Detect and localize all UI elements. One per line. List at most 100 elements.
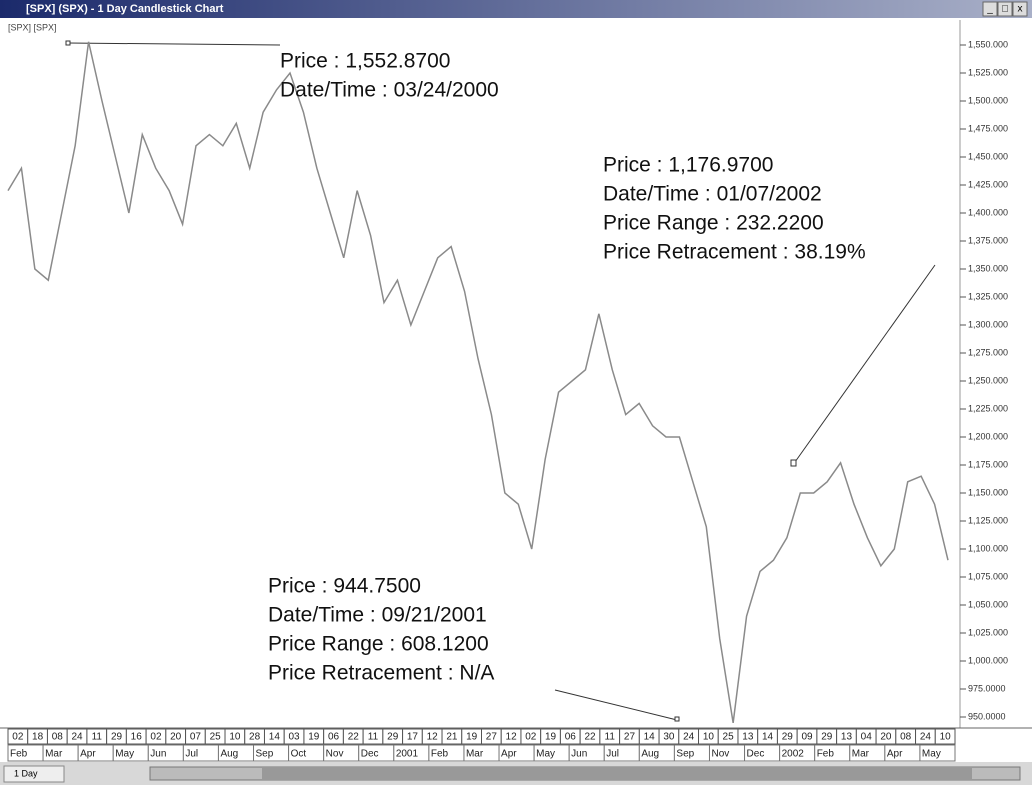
day-label: 02 xyxy=(12,732,24,743)
annotation-leaders xyxy=(65,40,936,722)
y-tick-label: 1,300.000 xyxy=(968,319,1008,329)
anchor xyxy=(65,40,71,46)
day-cell xyxy=(934,728,956,745)
y-tick-label: 1,400.000 xyxy=(968,207,1008,217)
month-label: Apr xyxy=(501,749,517,760)
day-label: 29 xyxy=(782,732,794,743)
month-label: Mar xyxy=(852,749,870,760)
title-bar xyxy=(0,0,1032,18)
y-tick-label: 1,200.000 xyxy=(968,431,1008,441)
day-label: 11 xyxy=(92,732,103,743)
month-label: Dec xyxy=(361,749,379,760)
window-title: [SPX] (SPX) - 1 Day Candlestick Chart xyxy=(26,3,224,15)
y-tick-label: 1,075.000 xyxy=(968,571,1008,581)
annotation-text: Date/Time : 09/21/2001 xyxy=(268,604,487,627)
month-label: 2001 xyxy=(396,749,419,760)
annotation-text: Price Range : 608.1200 xyxy=(268,633,489,656)
month-label: Feb xyxy=(10,749,28,760)
y-tick-label: 1,125.000 xyxy=(968,515,1008,525)
leader-line xyxy=(794,264,936,463)
leader-line xyxy=(67,42,281,46)
month-label: Jun xyxy=(571,749,587,760)
interval-label: 1 Day xyxy=(14,768,38,778)
day-label: 20 xyxy=(880,732,892,743)
day-label: 11 xyxy=(605,732,616,743)
minimize-button[interactable] xyxy=(982,1,998,17)
day-label: 28 xyxy=(249,732,261,743)
interval-dropdown[interactable] xyxy=(3,765,65,783)
day-label: 19 xyxy=(545,732,557,743)
day-label: 22 xyxy=(584,732,596,743)
scroll-thumb[interactable] xyxy=(262,768,972,779)
day-label: 12 xyxy=(427,732,439,743)
anchor xyxy=(674,716,680,722)
day-label: 02 xyxy=(525,732,537,743)
y-tick-label: 1,150.000 xyxy=(968,487,1008,497)
y-tick-label: 1,175.000 xyxy=(968,459,1008,469)
y-tick-label: 1,100.000 xyxy=(968,543,1008,553)
day-label: 21 xyxy=(446,732,458,743)
day-label: 19 xyxy=(308,732,320,743)
y-tick-label: 1,050.000 xyxy=(968,599,1008,609)
day-label: 07 xyxy=(190,732,202,743)
annotation-text: Price : 944.7500 xyxy=(268,575,421,598)
month-label: Apr xyxy=(887,749,903,760)
day-label: 30 xyxy=(663,732,675,743)
month-label: Dec xyxy=(747,749,765,760)
day-label: 16 xyxy=(131,732,143,743)
day-label: 08 xyxy=(900,732,912,743)
day-label: 29 xyxy=(387,732,399,743)
day-label: 09 xyxy=(801,732,813,743)
month-label: Nov xyxy=(711,749,729,760)
annotation-text: Date/Time : 03/24/2000 xyxy=(280,79,499,102)
chart-label: [SPX] [SPX] xyxy=(8,22,57,32)
month-label: Mar xyxy=(45,749,63,760)
month-label: May xyxy=(115,749,134,760)
leader-line xyxy=(554,689,678,721)
annotation-text: Date/Time : 01/07/2002 xyxy=(603,183,822,206)
day-label: 11 xyxy=(368,732,379,743)
y-tick-label: 1,525.000 xyxy=(968,67,1008,77)
day-label: 24 xyxy=(920,732,932,743)
month-cell xyxy=(919,744,956,762)
maximize-button[interactable] xyxy=(997,1,1013,17)
month-label: Aug xyxy=(641,749,659,760)
day-label: 03 xyxy=(289,732,301,743)
y-tick-label: 1,025.000 xyxy=(968,627,1008,637)
annotation-text: Price : 1,552.8700 xyxy=(280,50,450,73)
y-tick-label: 1,350.000 xyxy=(968,263,1008,273)
day-label: 10 xyxy=(703,732,715,743)
y-tick-label: 1,550.000 xyxy=(968,39,1008,49)
month-label: Sep xyxy=(676,749,694,760)
month-label: May xyxy=(922,749,941,760)
month-label: Jun xyxy=(150,749,166,760)
y-tick-label: 1,375.000 xyxy=(968,235,1008,245)
day-label: 13 xyxy=(742,732,754,743)
annotation-text: Price Retracement : 38.19% xyxy=(603,241,866,264)
day-label: 14 xyxy=(644,732,656,743)
day-label: 25 xyxy=(723,732,735,743)
month-label: Feb xyxy=(817,749,835,760)
y-tick-label: 1,425.000 xyxy=(968,179,1008,189)
day-label: 24 xyxy=(71,732,83,743)
day-label: 29 xyxy=(111,732,123,743)
day-label: 25 xyxy=(210,732,222,743)
day-label: 04 xyxy=(861,732,873,743)
anchor xyxy=(790,459,797,467)
day-label: 08 xyxy=(52,732,64,743)
minimize-label: _ xyxy=(986,4,993,15)
month-label: 2002 xyxy=(782,749,805,760)
close-button[interactable] xyxy=(1012,1,1028,17)
day-label: 14 xyxy=(269,732,281,743)
close-label: x xyxy=(1018,4,1023,15)
day-label: 22 xyxy=(348,732,360,743)
y-tick-label: 1,450.000 xyxy=(968,151,1008,161)
day-label: 29 xyxy=(821,732,833,743)
month-label: Aug xyxy=(220,749,238,760)
month-label: Nov xyxy=(326,749,344,760)
day-label: 06 xyxy=(328,732,340,743)
y-tick-label: 1,000.000 xyxy=(968,655,1008,665)
maximize-label: □ xyxy=(1002,4,1008,15)
